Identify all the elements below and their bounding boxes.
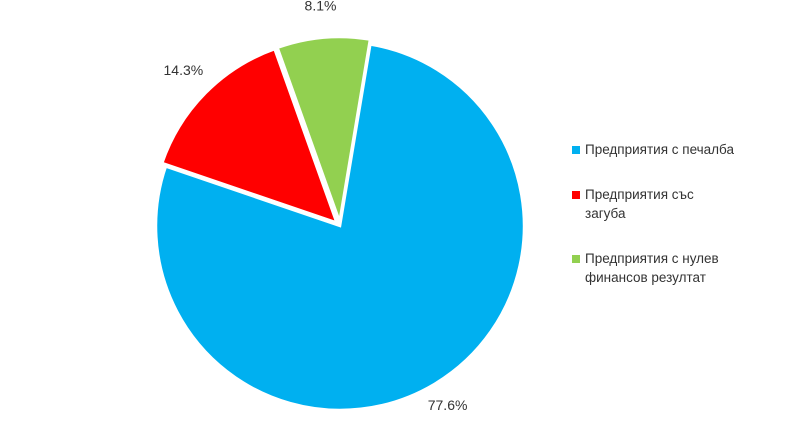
legend-swatch (572, 255, 580, 263)
pie-slice (160, 47, 339, 225)
legend-item: Предприятия с нулев финансов резултат (572, 249, 737, 287)
legend-swatch (572, 191, 580, 199)
legend-item: Предприятия със загуба (572, 185, 737, 223)
legend-label: Предприятия със загуба (585, 187, 694, 221)
legend: Предприятия с печалба Предприятия със заг… (572, 140, 737, 313)
data-label: 14.3% (164, 62, 204, 78)
data-label: 77.6% (428, 397, 468, 413)
legend-label: Предприятия с нулев финансов резултат (585, 251, 719, 285)
legend-item: Предприятия с печалба (572, 140, 737, 159)
pie-slice (276, 35, 372, 226)
pie-slice (154, 43, 526, 412)
data-label: 8.1% (305, 0, 337, 14)
legend-swatch (572, 146, 580, 154)
legend-label: Предприятия с печалба (585, 142, 734, 157)
